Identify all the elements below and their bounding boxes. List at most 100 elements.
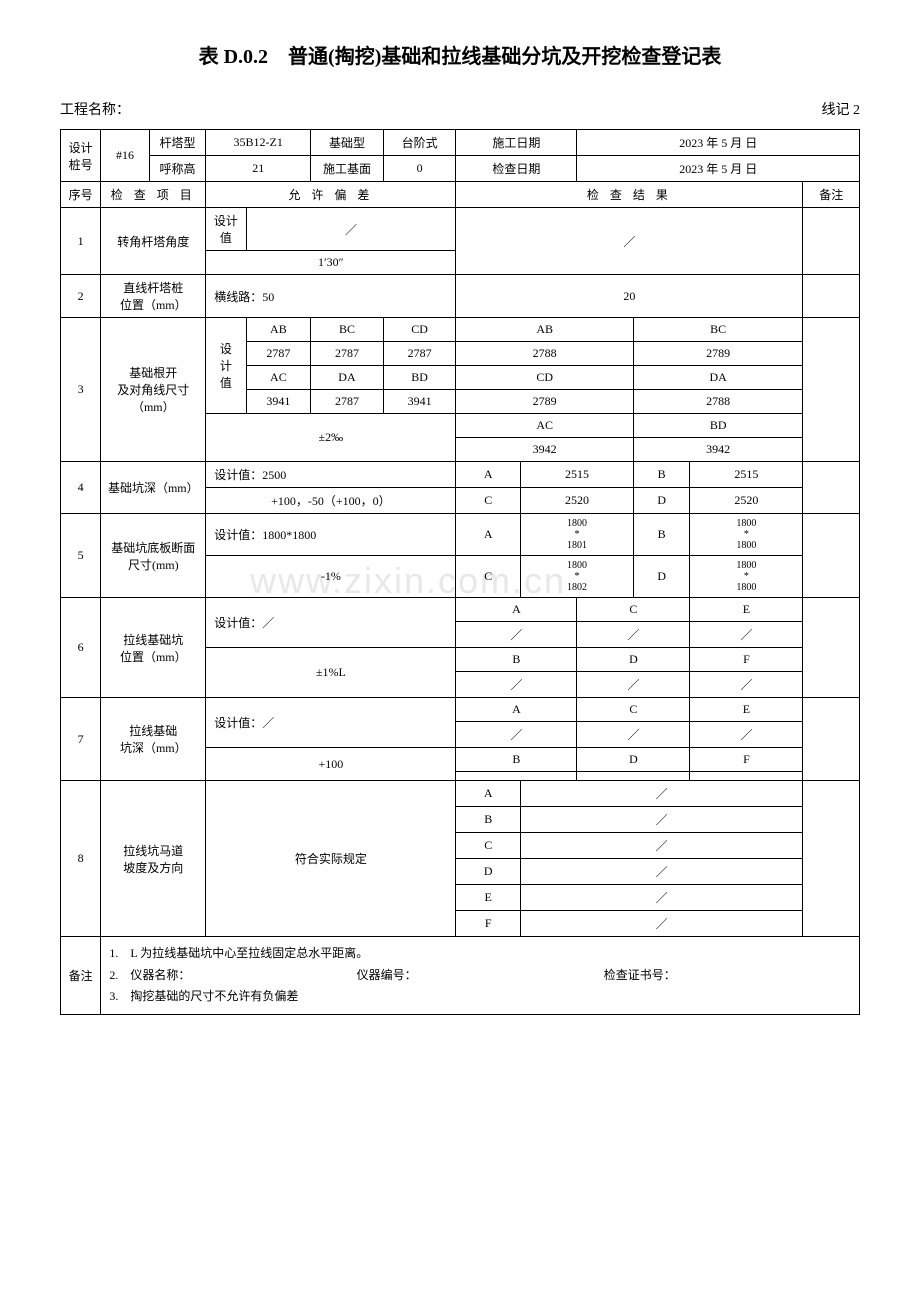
- r3-design-label: 设 计 值: [206, 318, 246, 414]
- r5-tol: -1%: [206, 556, 456, 598]
- r3-rv3-0: 3942: [456, 438, 634, 462]
- r6-3-2: ／: [690, 672, 803, 698]
- r3-tol: ±2‰: [206, 414, 456, 462]
- r7-3-1: [577, 772, 690, 781]
- r2-tol: 横线路：50: [206, 275, 456, 318]
- r1-tol: 1′30″: [206, 251, 456, 275]
- r6-remark: [803, 598, 860, 698]
- r2-result: 20: [456, 275, 803, 318]
- r5-b: B: [633, 514, 689, 556]
- r6-1-1: ／: [577, 622, 690, 648]
- r3-h2-2: BD: [383, 366, 456, 390]
- r3-v1-0: 2787: [246, 342, 311, 366]
- col-seq: 序号: [61, 182, 101, 208]
- r1-seq: 1: [61, 208, 101, 275]
- r6-0-2: E: [690, 598, 803, 622]
- note-2c: 检查证书号：: [604, 965, 851, 987]
- r6-2-2: F: [690, 648, 803, 672]
- r4-item: 基础坑深（mm）: [101, 462, 206, 514]
- r5-design: 设计值：1800*1800: [206, 514, 456, 556]
- tower-type-label: 杆塔型: [149, 130, 205, 156]
- r7-seq: 7: [61, 698, 101, 781]
- r7-1-0: ／: [456, 722, 577, 748]
- construct-base: 0: [383, 156, 456, 182]
- r8-remark: [803, 781, 860, 937]
- r4-cv: 2520: [520, 488, 633, 514]
- page-title: 表 D.0.2 普通(掏挖)基础和拉线基础分坑及开挖检查登记表: [60, 40, 860, 69]
- r7-3-0: [456, 772, 577, 781]
- r6-2-0: B: [456, 648, 577, 672]
- r3-rh1-0: AB: [456, 318, 634, 342]
- tower-type: 35B12-Z1: [206, 130, 311, 156]
- r7-1-2: ／: [690, 722, 803, 748]
- construct-base-label: 施工基面: [311, 156, 384, 182]
- check-date-label: 检查日期: [456, 156, 577, 182]
- col-item: 检 查 项 目: [101, 182, 206, 208]
- project-name-label: 工程名称：: [60, 99, 130, 119]
- r6-3-0: ／: [456, 672, 577, 698]
- r8-l2: C: [456, 833, 521, 859]
- r8-v4: ／: [520, 885, 802, 911]
- base-type-label: 基础型: [311, 130, 384, 156]
- r4-c: C: [456, 488, 521, 514]
- r4-seq: 4: [61, 462, 101, 514]
- r3-rh2-1: DA: [633, 366, 802, 390]
- r5-av: 1800 * 1801: [520, 514, 633, 556]
- base-type: 台阶式: [383, 130, 456, 156]
- r6-3-1: ／: [577, 672, 690, 698]
- r6-0-1: C: [577, 598, 690, 622]
- r8-v0: ／: [520, 781, 802, 807]
- r1-result: ／: [456, 208, 803, 275]
- r8-tol: 符合实际规定: [206, 781, 456, 937]
- r3-h1-1: BC: [311, 318, 384, 342]
- r7-0-0: A: [456, 698, 577, 722]
- r3-rv1-1: 2789: [633, 342, 802, 366]
- r8-l0: A: [456, 781, 521, 807]
- r6-tol: ±1%L: [206, 648, 456, 698]
- r5-c: C: [456, 556, 521, 598]
- r8-l4: E: [456, 885, 521, 911]
- r4-remark: [803, 462, 860, 514]
- nominal-h: 21: [206, 156, 311, 182]
- r8-item: 拉线坑马道 坡度及方向: [101, 781, 206, 937]
- r4-dv: 2520: [690, 488, 803, 514]
- r3-h1-2: CD: [383, 318, 456, 342]
- r5-cv: 1800 * 1802: [520, 556, 633, 598]
- r1-design-val: ／: [246, 208, 456, 251]
- r3-seq: 3: [61, 318, 101, 462]
- r3-v2-1: 2787: [311, 390, 384, 414]
- r3-h2-1: DA: [311, 366, 384, 390]
- r7-0-1: C: [577, 698, 690, 722]
- design-no-label: 设计 桩号: [61, 130, 101, 182]
- r3-v2-0: 3941: [246, 390, 311, 414]
- r7-3-2: [690, 772, 803, 781]
- r7-item: 拉线基础 坑深（mm）: [101, 698, 206, 781]
- r8-l1: B: [456, 807, 521, 833]
- r6-1-2: ／: [690, 622, 803, 648]
- r3-rv3-1: 3942: [633, 438, 802, 462]
- note-1: 1. L 为拉线基础坑中心至拉线固定总水平距离。: [109, 943, 851, 965]
- notes-label: 备注: [61, 937, 101, 1015]
- note-2b: 仪器编号：: [357, 965, 604, 987]
- r4-design: 设计值：2500: [206, 462, 456, 488]
- r4-a: A: [456, 462, 521, 488]
- r3-h1-0: AB: [246, 318, 311, 342]
- r1-design-label: 设计值: [206, 208, 246, 251]
- inspection-table: 设计 桩号 #16 杆塔型 35B12-Z1 基础型 台阶式 施工日期 2023…: [60, 129, 860, 1015]
- note-2a: 2. 仪器名称：: [109, 965, 356, 987]
- r7-remark: [803, 698, 860, 781]
- r1-item: 转角杆塔角度: [101, 208, 206, 275]
- r7-design: 设计值：／: [206, 698, 456, 748]
- r5-bv: 1800 * 1800: [690, 514, 803, 556]
- r3-h2-0: AC: [246, 366, 311, 390]
- r3-rv2-1: 2788: [633, 390, 802, 414]
- r8-v2: ／: [520, 833, 802, 859]
- r2-seq: 2: [61, 275, 101, 318]
- r8-seq: 8: [61, 781, 101, 937]
- r3-v1-2: 2787: [383, 342, 456, 366]
- r7-2-2: F: [690, 748, 803, 772]
- r3-remark: [803, 318, 860, 462]
- r3-rh1-1: BC: [633, 318, 802, 342]
- r3-rv1-0: 2788: [456, 342, 634, 366]
- r5-remark: [803, 514, 860, 598]
